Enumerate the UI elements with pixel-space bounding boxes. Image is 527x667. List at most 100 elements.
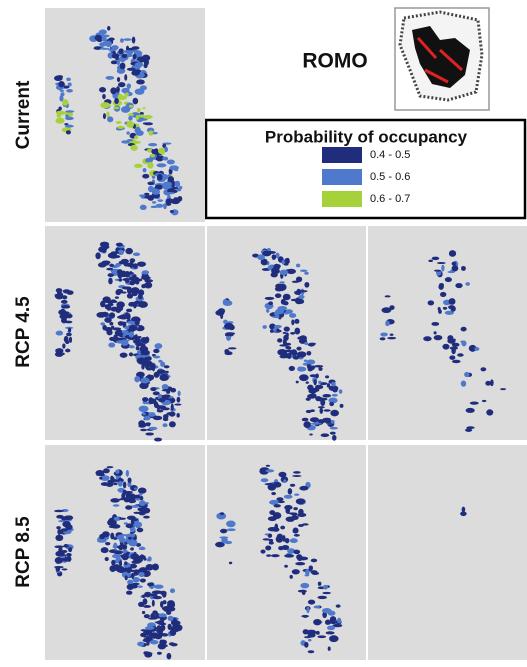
habitat-patch xyxy=(274,324,282,329)
habitat-patch xyxy=(139,567,148,573)
habitat-patch xyxy=(297,298,305,304)
habitat-patch xyxy=(327,610,336,616)
habitat-patch xyxy=(146,640,150,646)
habitat-patch xyxy=(290,332,296,335)
habitat-patch xyxy=(106,466,114,469)
habitat-patch xyxy=(105,541,111,546)
habitat-patch xyxy=(68,336,73,343)
habitat-patch xyxy=(290,515,299,520)
habitat-patch xyxy=(448,298,456,305)
habitat-patch xyxy=(147,181,155,186)
habitat-patch xyxy=(265,469,275,473)
habitat-patch xyxy=(294,327,301,335)
habitat-patch xyxy=(162,394,171,398)
habitat-patch xyxy=(307,384,314,391)
habitat-patch xyxy=(262,538,271,541)
habitat-patch xyxy=(461,265,466,271)
habitat-patch xyxy=(328,385,339,392)
habitat-patch xyxy=(276,497,284,502)
habitat-patch xyxy=(322,584,329,590)
habitat-patch xyxy=(152,391,160,396)
habitat-patch xyxy=(143,515,150,519)
habitat-patch xyxy=(96,539,107,543)
habitat-patch xyxy=(113,516,120,521)
habitat-patch xyxy=(67,555,72,562)
habitat-patch xyxy=(60,516,68,521)
habitat-patch xyxy=(132,576,140,583)
habitat-patch xyxy=(130,505,140,508)
habitat-patch xyxy=(121,492,126,500)
habitat-patch xyxy=(282,534,286,542)
habitat-patch xyxy=(277,348,288,356)
habitat-patch xyxy=(295,380,299,384)
habitat-patch xyxy=(300,582,310,589)
habitat-patch xyxy=(109,48,114,52)
habitat-patch xyxy=(442,343,450,350)
habitat-patch xyxy=(123,38,132,41)
habitat-patch xyxy=(329,426,338,430)
habitat-patch xyxy=(162,414,169,419)
habitat-patch xyxy=(319,407,324,414)
habitat-patch xyxy=(99,249,103,252)
habitat-patch xyxy=(139,194,147,197)
habitat-patch xyxy=(144,281,153,289)
habitat-patch xyxy=(304,281,310,288)
habitat-patch xyxy=(151,148,158,155)
habitat-patch xyxy=(117,249,124,256)
habitat-patch xyxy=(161,407,170,411)
habitat-patch xyxy=(55,293,64,300)
habitat-patch xyxy=(99,47,110,50)
habitat-patch xyxy=(162,181,173,187)
habitat-patch xyxy=(136,79,145,85)
habitat-patch xyxy=(317,419,326,424)
inset-map xyxy=(394,7,490,111)
habitat-patch xyxy=(299,269,308,273)
habitat-patch xyxy=(126,590,133,595)
habitat-patch xyxy=(307,599,316,605)
habitat-patch xyxy=(264,296,275,300)
habitat-patch xyxy=(437,306,441,311)
habitat-patch xyxy=(274,523,279,531)
habitat-patch xyxy=(119,352,128,358)
habitat-patch xyxy=(105,75,115,80)
habitat-patch xyxy=(66,515,73,518)
habitat-patch xyxy=(306,350,312,356)
habitat-patch xyxy=(380,332,388,337)
habitat-patch xyxy=(152,595,162,600)
habitat-patch xyxy=(167,600,175,607)
habitat-patch xyxy=(156,163,167,168)
habitat-patch xyxy=(141,270,150,275)
habitat-patch xyxy=(166,610,172,615)
habitat-patch xyxy=(151,565,157,570)
habitat-patch xyxy=(126,131,130,135)
habitat-patch xyxy=(131,36,136,44)
habitat-patch xyxy=(62,289,71,294)
habitat-patch xyxy=(152,355,161,359)
habitat-patch xyxy=(145,564,154,571)
habitat-patch xyxy=(167,623,172,631)
habitat-patch xyxy=(291,569,300,575)
habitat-patch xyxy=(125,493,136,498)
habitat-patch xyxy=(327,625,336,631)
habitat-patch xyxy=(115,242,124,247)
habitat-patch xyxy=(291,280,300,283)
habitat-patch xyxy=(128,536,132,540)
habitat-patch xyxy=(433,269,442,272)
habitat-patch xyxy=(170,198,181,205)
habitat-patch xyxy=(260,258,268,266)
habitat-patch xyxy=(117,321,127,325)
habitat-patch xyxy=(451,359,461,364)
habitat-patch xyxy=(54,509,64,513)
habitat-patch xyxy=(111,45,119,50)
habitat-patch xyxy=(119,62,126,70)
habitat-patch xyxy=(138,492,143,496)
habitat-patch xyxy=(265,545,272,551)
habitat-patch xyxy=(111,559,116,566)
habitat-patch xyxy=(322,591,331,595)
habitat-patch xyxy=(138,571,145,578)
habitat-patch xyxy=(451,342,460,347)
habitat-patch xyxy=(107,252,114,259)
habitat-patch xyxy=(329,401,335,407)
legend-swatch xyxy=(322,169,362,185)
habitat-patch xyxy=(302,629,309,635)
